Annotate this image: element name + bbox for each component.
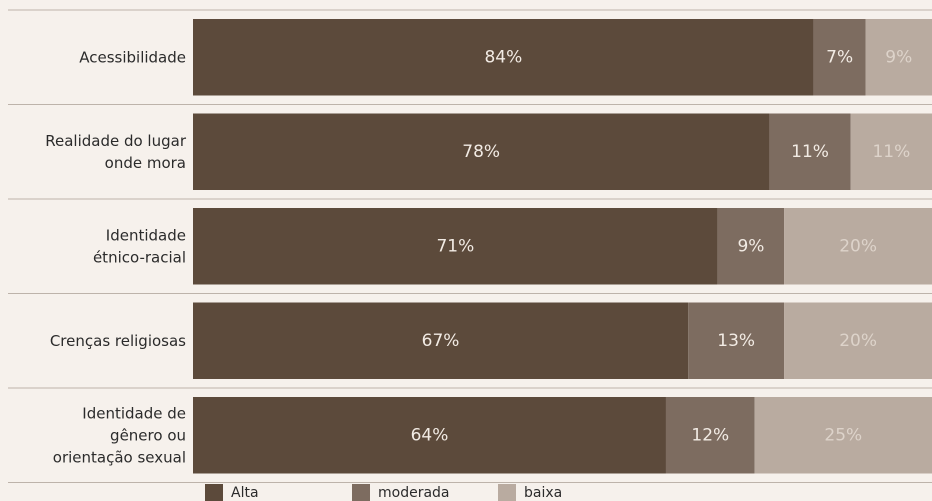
bar-segment-baixa <box>850 113 932 190</box>
category-label: onde mora <box>105 154 186 172</box>
bar-segment-baixa <box>865 19 932 96</box>
value-label: 9% <box>885 47 912 67</box>
category-label: gênero ou <box>110 426 186 444</box>
bar-segment-baixa <box>754 397 932 474</box>
bar-segment-moderada <box>769 113 851 190</box>
value-label: 64% <box>411 425 449 445</box>
category-label: Identidade de <box>82 404 186 422</box>
value-label: 20% <box>839 331 877 351</box>
value-label: 84% <box>484 47 522 67</box>
value-label: 11% <box>791 142 829 162</box>
category-labels: Acessibilidade Realidade do lugar onde mor… <box>45 48 187 466</box>
category-label: étnico-racial <box>93 248 186 266</box>
category-label: Crenças religiosas <box>50 332 186 350</box>
value-label: 13% <box>717 331 755 351</box>
legend-swatch <box>205 484 223 501</box>
legend-swatch <box>498 484 516 501</box>
category-label: Realidade do lugar <box>45 132 187 150</box>
value-label: 78% <box>462 142 500 162</box>
bars-layer <box>193 19 932 474</box>
row-separators <box>8 9 932 483</box>
legend-label: Alta <box>231 485 259 501</box>
value-label: 11% <box>872 142 910 162</box>
bar-segment-alta <box>193 113 770 190</box>
value-label: 9% <box>737 236 764 256</box>
category-label: Identidade <box>106 226 186 244</box>
bar-segment-moderada <box>665 397 755 474</box>
bar-segment-moderada <box>717 208 785 285</box>
legend-label: baixa <box>524 485 562 501</box>
value-labels: 84% 7% 9% 78% 11% 11% 71% 9% 20% 67% 13% 20% 64% 12% 2… <box>411 47 913 445</box>
category-label: Acessibilidade <box>79 48 186 66</box>
legend-label: moderada <box>378 485 450 501</box>
value-label: 25% <box>824 425 862 445</box>
value-label: 71% <box>436 236 474 256</box>
value-label: 7% <box>826 47 853 67</box>
bar-segment-baixa <box>784 302 932 379</box>
legend-swatch <box>352 484 370 501</box>
bar-segment-alta <box>193 208 718 285</box>
category-label: orientação sexual <box>53 448 186 466</box>
bar-segment-moderada <box>688 302 785 379</box>
value-label: 67% <box>422 331 460 351</box>
value-label: 20% <box>839 236 877 256</box>
bar-segment-moderada <box>813 19 866 96</box>
bar-segment-alta <box>193 302 689 379</box>
bar-segment-alta <box>193 19 814 96</box>
value-label: 12% <box>691 425 729 445</box>
bar-segment-baixa <box>784 208 932 285</box>
bar-segment-alta <box>193 397 666 474</box>
legend: Alta moderada baixa <box>205 484 562 501</box>
